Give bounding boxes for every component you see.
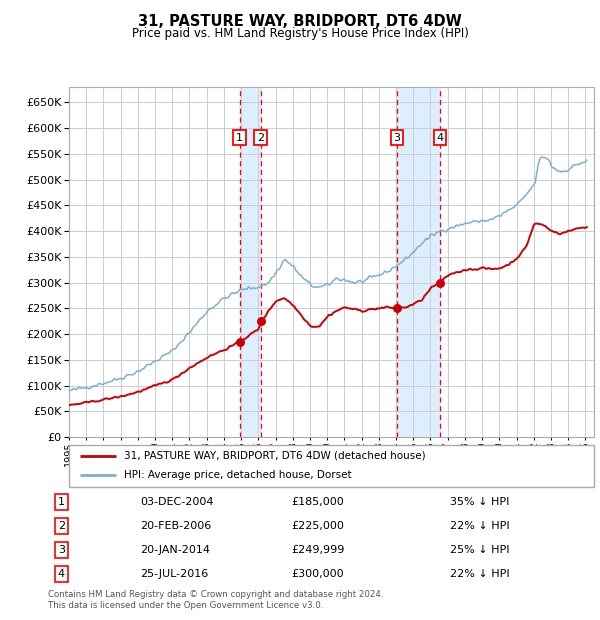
Text: £300,000: £300,000: [292, 569, 344, 579]
Text: 3: 3: [58, 545, 65, 555]
Bar: [240, 87, 260, 437]
Text: Price paid vs. HM Land Registry's House Price Index (HPI): Price paid vs. HM Land Registry's House …: [131, 27, 469, 40]
Text: 20-FEB-2006: 20-FEB-2006: [140, 521, 211, 531]
Bar: [397, 87, 440, 437]
Text: 35% ↓ HPI: 35% ↓ HPI: [451, 497, 509, 507]
Text: 4: 4: [58, 569, 65, 579]
Text: 1: 1: [58, 497, 65, 507]
Text: 3: 3: [394, 133, 400, 143]
Text: 20-JAN-2014: 20-JAN-2014: [140, 545, 210, 555]
Text: 31, PASTURE WAY, BRIDPORT, DT6 4DW: 31, PASTURE WAY, BRIDPORT, DT6 4DW: [138, 14, 462, 29]
Text: £185,000: £185,000: [292, 497, 344, 507]
Text: 2: 2: [58, 521, 65, 531]
Text: 4: 4: [437, 133, 443, 143]
Text: 1: 1: [236, 133, 243, 143]
Text: 31, PASTURE WAY, BRIDPORT, DT6 4DW (detached house): 31, PASTURE WAY, BRIDPORT, DT6 4DW (deta…: [124, 451, 426, 461]
Text: 25-JUL-2016: 25-JUL-2016: [140, 569, 208, 579]
Text: Contains HM Land Registry data © Crown copyright and database right 2024.
This d: Contains HM Land Registry data © Crown c…: [48, 590, 383, 609]
Text: HPI: Average price, detached house, Dorset: HPI: Average price, detached house, Dors…: [124, 471, 352, 480]
Text: 22% ↓ HPI: 22% ↓ HPI: [450, 569, 510, 579]
Text: 22% ↓ HPI: 22% ↓ HPI: [450, 521, 510, 531]
Text: £225,000: £225,000: [292, 521, 344, 531]
Text: 25% ↓ HPI: 25% ↓ HPI: [450, 545, 510, 555]
FancyBboxPatch shape: [69, 445, 594, 487]
Text: 2: 2: [257, 133, 264, 143]
Text: 03-DEC-2004: 03-DEC-2004: [140, 497, 214, 507]
Text: £249,999: £249,999: [292, 545, 344, 555]
